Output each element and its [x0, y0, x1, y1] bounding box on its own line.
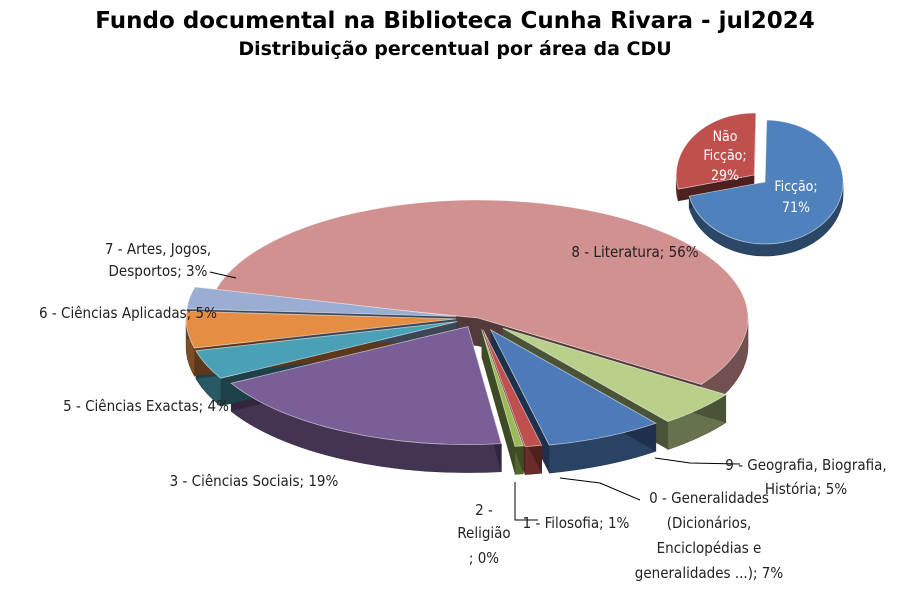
main-face-2-religiao-1 — [481, 329, 516, 475]
data-label-ficcao-line2: 71% — [782, 200, 810, 216]
main-slice-9-geografia-biografia-historia — [502, 327, 727, 422]
data-label-aplicadas: 6 - Ciências Aplicadas; 5% — [39, 304, 217, 322]
data-label-sociais: 3 - Ciências Sociais; 19% — [170, 472, 339, 490]
data-label-geografia-line1: 9 - Geografia, Biografia, — [725, 456, 886, 474]
data-label-religiao-line1: 2 - — [475, 501, 493, 519]
main-slice-5-ciencias-exactas — [195, 321, 458, 379]
label-layer: 8 - Literatura; 56% 7 - Artes, Jogos, De… — [39, 129, 887, 582]
chart-subtitle: Distribuição percentual por área da CDU — [238, 38, 672, 60]
leader-artes — [209, 271, 237, 279]
fiction-pie — [675, 112, 844, 257]
leader-filosofia — [514, 482, 538, 521]
main-slice-2-religiao — [481, 329, 524, 447]
main-slice-1-filosofia — [482, 329, 543, 448]
leader-lines — [209, 271, 741, 521]
data-label-geografia-line2: História; 5% — [765, 480, 847, 498]
data-label-naoficcao-line2: Ficção; — [703, 148, 746, 164]
chart-title: Fundo documental na Biblioteca Cunha Riv… — [95, 8, 815, 34]
data-label-generalidades-line2: (Dicionários, — [667, 514, 752, 532]
data-label-religiao-line3: ; 0% — [469, 549, 499, 567]
main-slice-7-artes-jogos-desportos — [186, 286, 457, 317]
data-label-generalidades-line1: 0 - Generalidades — [649, 489, 769, 507]
data-label-artes-line1: 7 - Artes, Jogos, — [105, 240, 211, 258]
main-slice-6-ciencias-aplicadas — [185, 310, 457, 349]
fiction-slice-ficcao — [688, 119, 844, 245]
leader-generalidades — [559, 477, 641, 501]
data-label-generalidades-line3: Enciclopédias e — [657, 539, 762, 557]
data-label-exactas: 5 - Ciências Exactas; 4% — [63, 397, 229, 415]
main-pie — [185, 199, 749, 475]
data-label-naoficcao-line3: 29% — [711, 168, 739, 184]
main-slice-0-generalidades-dicionarios-enciclopedias-e-generalidades — [489, 328, 657, 446]
main-slice-3-ciencias-sociais — [230, 326, 502, 445]
fiction-slice-nao-ficcao — [675, 112, 757, 190]
data-label-filosofia: 1 - Filosofia; 1% — [523, 514, 630, 532]
data-label-literatura: 8 - Literatura; 56% — [571, 243, 698, 261]
title-block: Fundo documental na Biblioteca Cunha Riv… — [0, 6, 910, 62]
data-label-naoficcao-line1: Não — [713, 129, 738, 145]
data-label-ficcao-line1: Ficção; — [774, 179, 817, 195]
main-slice-8-literatura — [213, 199, 749, 385]
data-label-generalidades-line4: generalidades ...); 7% — [635, 564, 784, 582]
leader-geografia — [654, 457, 741, 465]
data-label-religiao-line2: Religião — [457, 524, 510, 542]
data-label-artes-line2: Desportos; 3% — [109, 262, 208, 280]
